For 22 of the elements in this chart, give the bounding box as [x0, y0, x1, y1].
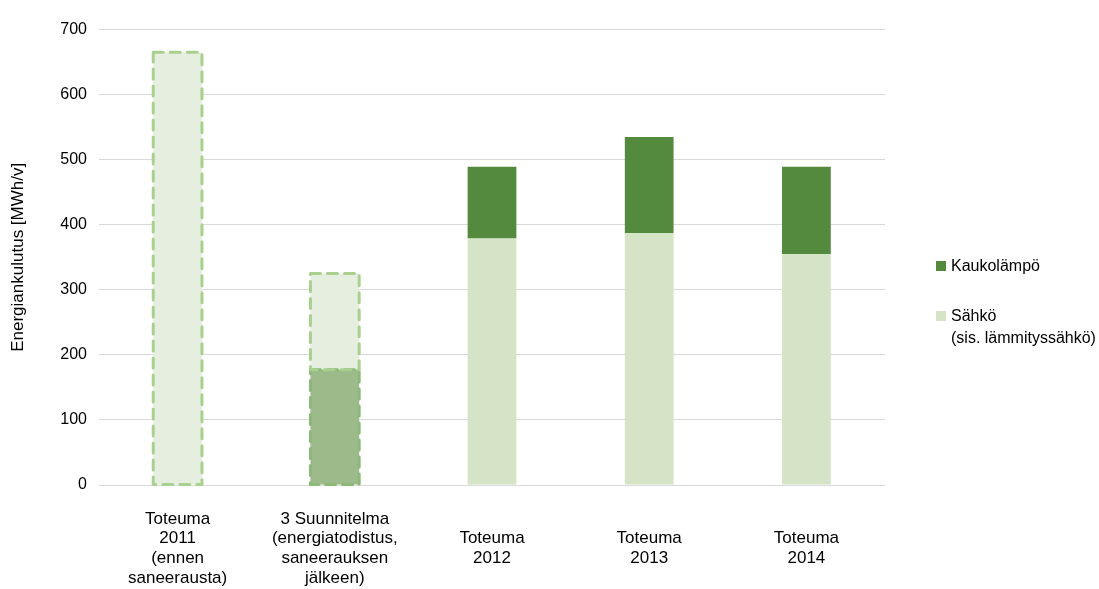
legend-label: Sähkö (sis. lämmityssähkö) [951, 306, 1096, 348]
y-tick-label: 300 [60, 280, 88, 298]
bar [624, 136, 674, 234]
bar [467, 238, 517, 485]
x-tick-label: Toteuma 2011 (ennen saneerausta) [127, 508, 228, 587]
y-tick-label: 500 [60, 150, 88, 168]
bar [467, 166, 517, 239]
bar [782, 166, 831, 255]
x-tick-label: Toteuma 2013 [616, 528, 683, 568]
x-tick-label: Toteuma 2012 [459, 528, 526, 568]
bar [624, 233, 674, 485]
y-tick-label: 400 [60, 215, 88, 233]
y-tick-label: 200 [60, 345, 88, 363]
y-tick-label: 700 [60, 20, 88, 38]
x-tick-label: Toteuma 2014 [773, 528, 840, 568]
y-axis-title: Energiankulutus [MWh/v] [7, 162, 27, 352]
bar [782, 254, 831, 485]
legend-label: Kaukolämpö [951, 256, 1040, 276]
x-tick-label: 3 Suunnitelma (energiatodistus, saneerauksen jälkeen) [271, 508, 398, 587]
y-tick-label: 0 [78, 475, 88, 493]
y-tick-label: 100 [60, 410, 88, 428]
y-tick-label: 600 [60, 85, 88, 103]
